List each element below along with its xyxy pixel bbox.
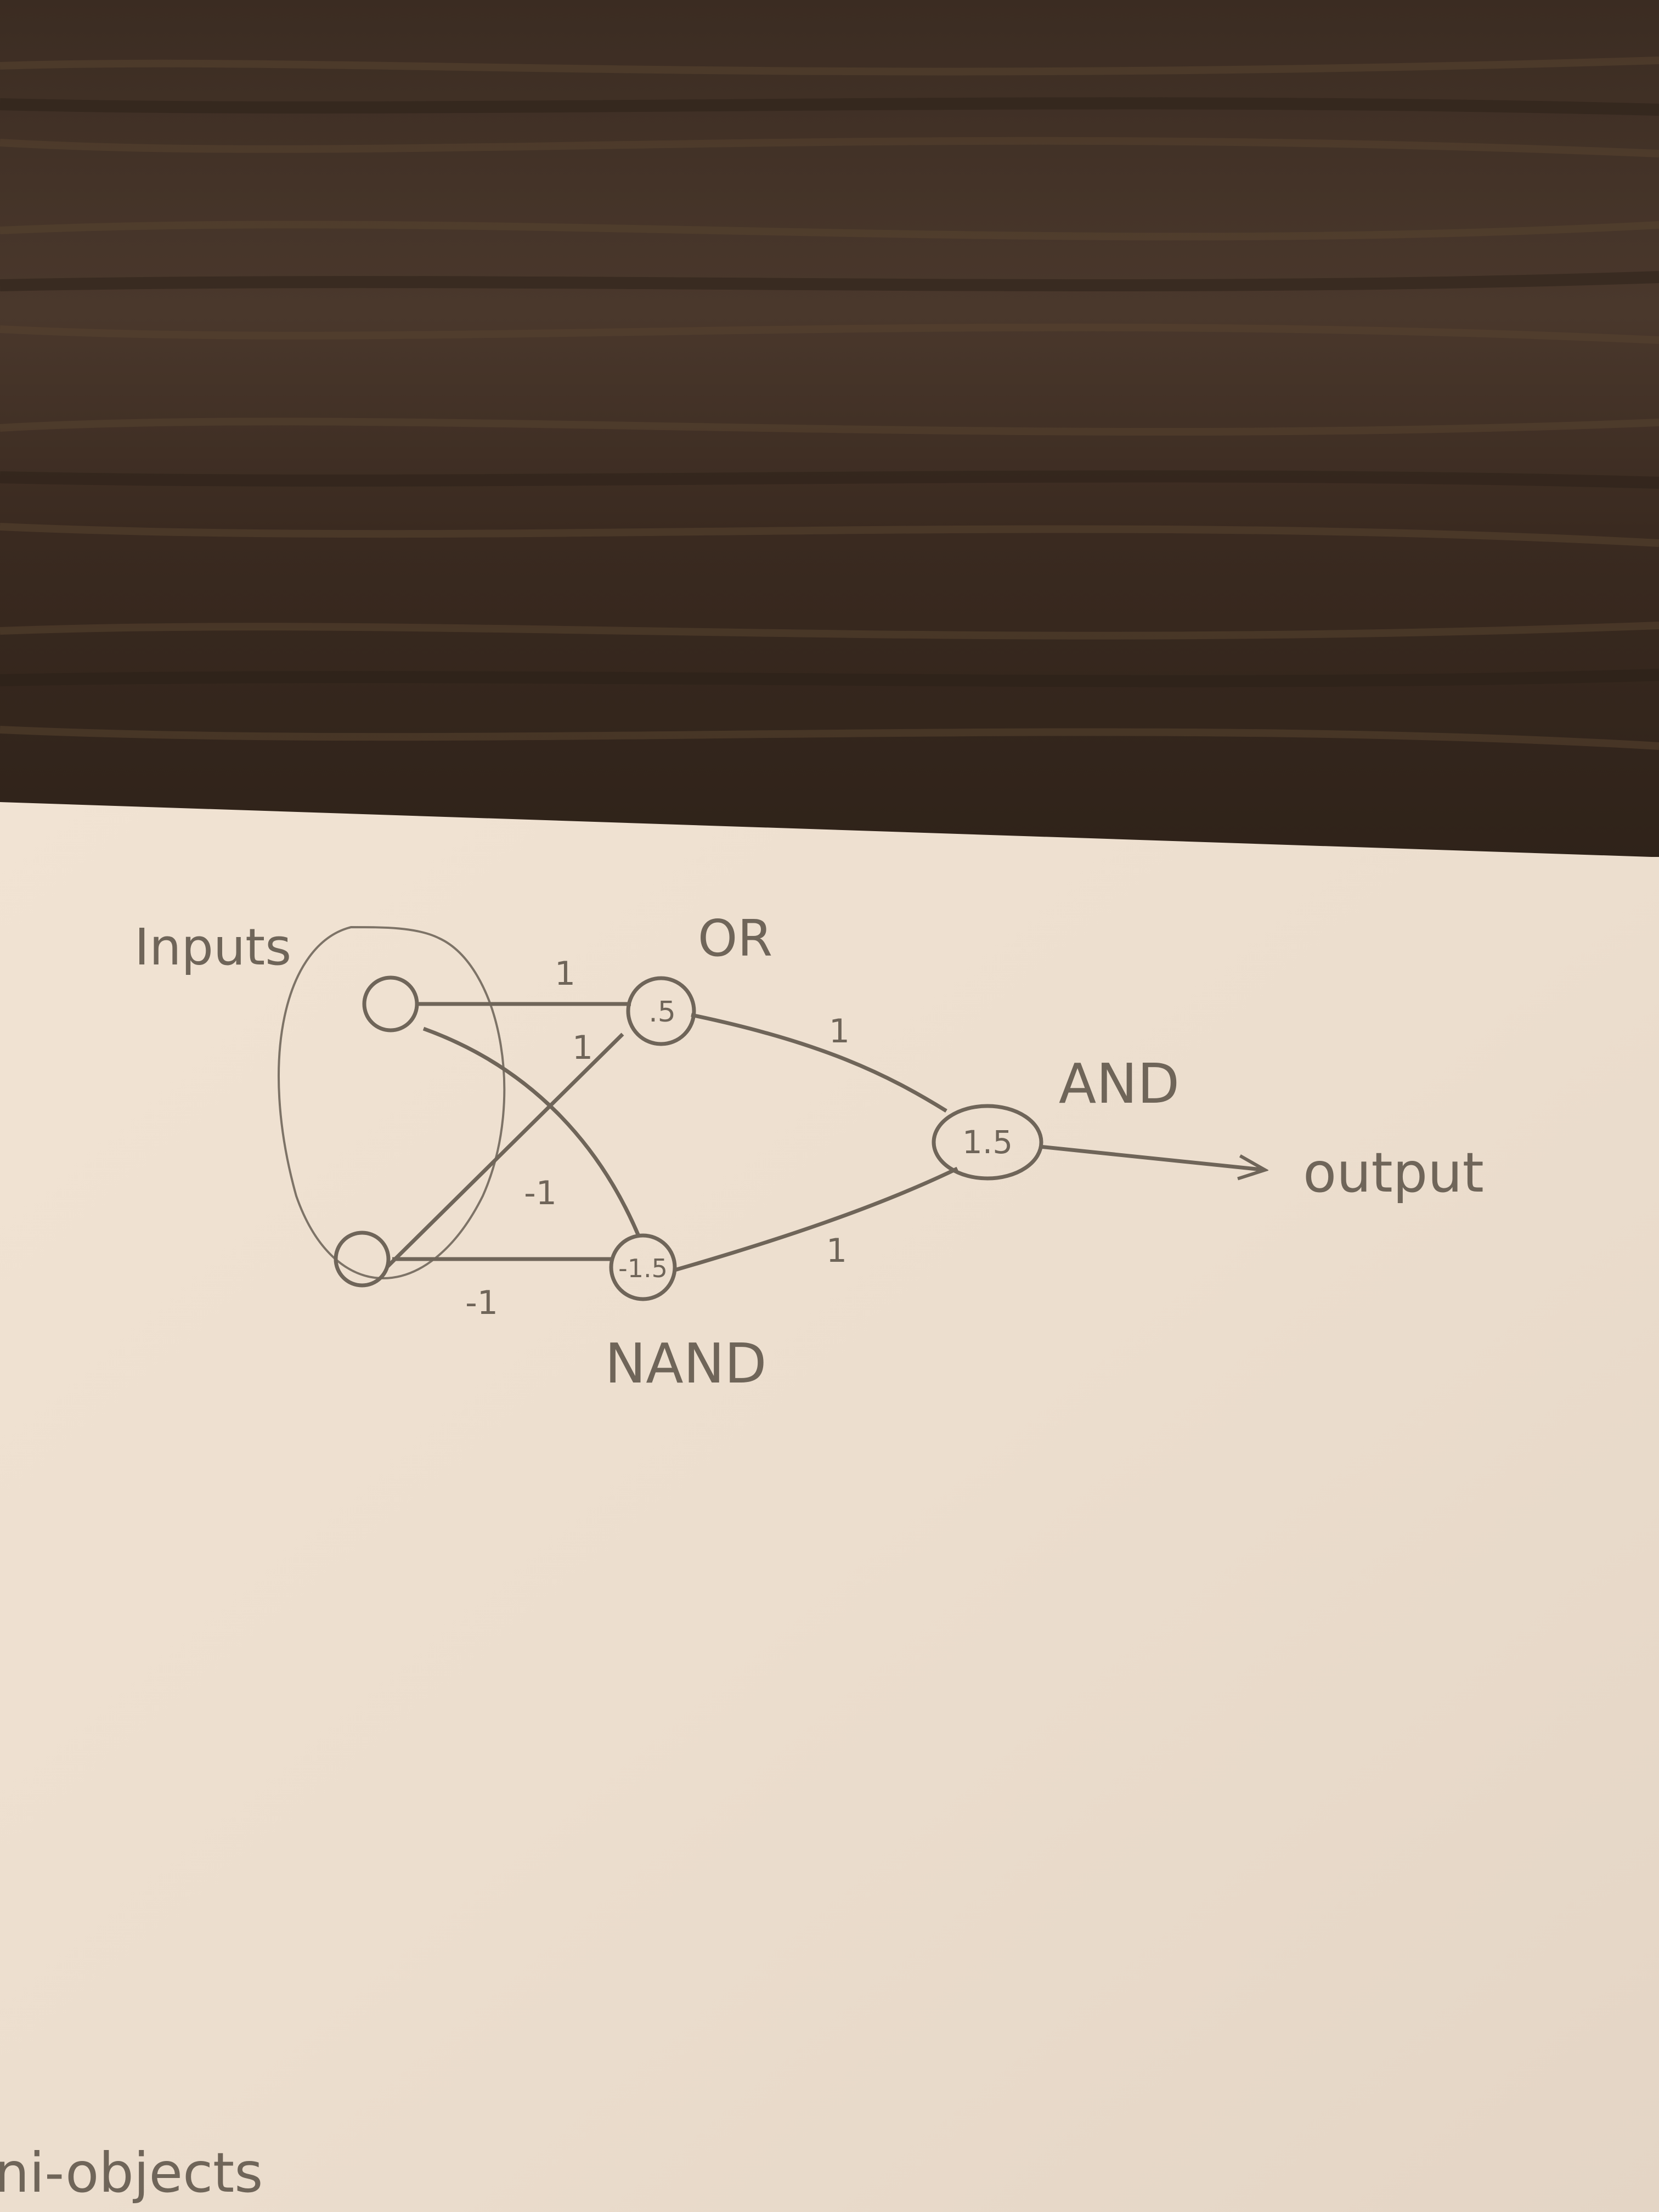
weight-in1-to-nand: -1 [524, 1174, 557, 1212]
weight-in2-to-nand: -1 [465, 1284, 498, 1322]
weight-in1-to-or: 1 [555, 955, 575, 993]
and-threshold: 1.5 [962, 1124, 1013, 1161]
input-node-bottom [334, 1231, 391, 1288]
partial-text-bottom: ni-objects [0, 2141, 263, 2205]
edge-or-to-and [691, 1013, 947, 1113]
output-label: output [1303, 1141, 1484, 1205]
or-label: OR [698, 909, 772, 968]
edge-input-top-to-nand [422, 1026, 641, 1238]
weight-in2-to-or: 1 [572, 1029, 593, 1067]
inputs-label: Inputs [134, 918, 291, 977]
nand-node [609, 1233, 677, 1301]
weight-nand-to-and: 1 [826, 1232, 847, 1270]
wood-grain [0, 57, 1659, 750]
and-node [932, 1104, 1043, 1181]
weight-or-to-and: 1 [829, 1012, 850, 1051]
or-node [626, 976, 696, 1046]
inputs-group-ellipse [278, 926, 506, 1279]
nand-label: NAND [605, 1331, 766, 1396]
edge-input-bottom-to-or [385, 1032, 624, 1269]
or-threshold: .5 [648, 996, 676, 1029]
input-node-top [362, 975, 419, 1032]
nand-threshold: -1.5 [618, 1254, 668, 1283]
edge-and-to-output [1039, 1144, 1262, 1170]
and-label: AND [1059, 1052, 1180, 1116]
edge-nand-to-and [674, 1166, 958, 1272]
wood-table-surface [0, 0, 1659, 889]
